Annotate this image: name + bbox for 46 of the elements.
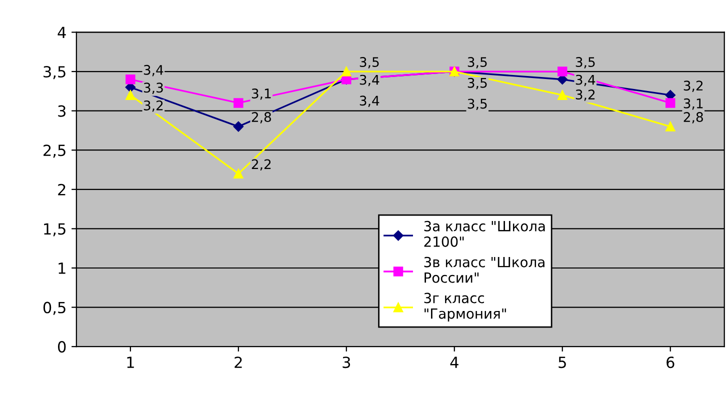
data-label: 3,1 — [684, 98, 703, 110]
point — [558, 90, 568, 100]
x-tick-label: 3 — [342, 356, 350, 368]
point — [342, 66, 352, 76]
data-label: 3,5 — [468, 78, 487, 90]
point — [126, 74, 136, 84]
data-label: 3,3 — [144, 82, 163, 94]
point — [666, 98, 676, 108]
data-label: 3,5 — [360, 57, 379, 68]
y-tick-label: 3,5 — [44, 66, 66, 80]
legend-label: 3а класс "Школа 2100" — [424, 220, 545, 247]
data-label: 3,5 — [576, 57, 595, 68]
legend-label: 3г класс "Гармония" — [424, 292, 506, 322]
data-label: 3,1 — [252, 88, 271, 100]
data-label: 3,5 — [468, 98, 487, 110]
x-tick-label: 5 — [558, 356, 566, 368]
point — [234, 98, 244, 108]
data-label: 3,4 — [144, 64, 164, 76]
data-label: 3,4 — [576, 74, 596, 86]
point — [233, 121, 244, 132]
y-tick-label: 4 — [58, 26, 66, 38]
point — [234, 168, 244, 179]
y-tick-label: 2,5 — [44, 144, 66, 158]
data-label: 3,2 — [684, 80, 703, 92]
point — [666, 122, 676, 132]
y-tick-label: 0 — [58, 341, 66, 353]
point — [558, 66, 568, 76]
x-tick-label: 6 — [666, 356, 674, 368]
y-tick-label: 3 — [58, 105, 66, 117]
data-label: 2,2 — [252, 159, 271, 171]
data-label: 3,2 — [576, 90, 595, 101]
data-label: 3,4 — [360, 74, 380, 86]
data-label: 2,8 — [684, 112, 703, 124]
x-tick-label: 1 — [127, 356, 134, 368]
y-tick-label: 1,5 — [44, 223, 66, 236]
legend-label: 3в класс "Школа России" — [424, 256, 544, 283]
y-tick-label: 2 — [58, 184, 66, 196]
point — [126, 90, 136, 100]
data-label: 2,8 — [252, 112, 271, 124]
data-label: 3,4 — [360, 96, 380, 107]
x-tick-label: 2 — [234, 356, 242, 368]
data-label: 3,5 — [468, 57, 487, 68]
y-tick-label: 1 — [58, 262, 66, 274]
y-tick-label: 0,5 — [43, 302, 66, 315]
data-label: 3,2 — [144, 100, 163, 112]
x-tick-label: 4 — [450, 356, 458, 368]
